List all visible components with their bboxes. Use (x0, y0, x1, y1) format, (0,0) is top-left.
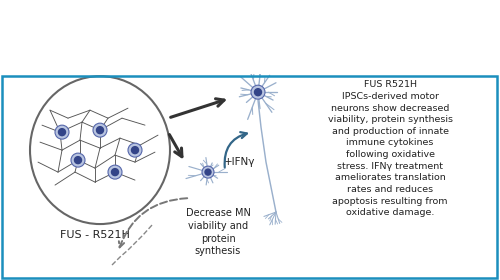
Ellipse shape (30, 76, 170, 224)
Circle shape (112, 169, 118, 176)
Text: IFNγ protects motor neurons from oxidative stress via enhanced global: IFNγ protects motor neurons from oxidati… (0, 20, 500, 32)
Circle shape (205, 169, 211, 175)
Text: Decrease MN
viability and
protein
synthesis: Decrease MN viability and protein synthe… (186, 208, 250, 256)
Circle shape (58, 129, 66, 136)
Text: +IFNγ: +IFNγ (224, 157, 256, 167)
Circle shape (254, 89, 262, 96)
Circle shape (128, 143, 142, 157)
Text: FUS - R521H: FUS - R521H (60, 230, 130, 240)
Circle shape (132, 147, 138, 154)
Circle shape (108, 165, 122, 179)
Circle shape (74, 157, 82, 164)
Text: FUS R521H
IPSCs-derived motor
neurons show decreased
viability, protein synthesi: FUS R521H IPSCs-derived motor neurons sh… (328, 80, 452, 218)
Circle shape (71, 153, 85, 167)
Circle shape (96, 127, 103, 134)
Circle shape (55, 125, 69, 139)
Text: protein synthesis in FUS-associated amyotrophic lateral sclerosis: protein synthesis in FUS-associated amyo… (20, 51, 479, 64)
Circle shape (202, 166, 214, 178)
Circle shape (93, 123, 107, 137)
Circle shape (251, 85, 265, 99)
